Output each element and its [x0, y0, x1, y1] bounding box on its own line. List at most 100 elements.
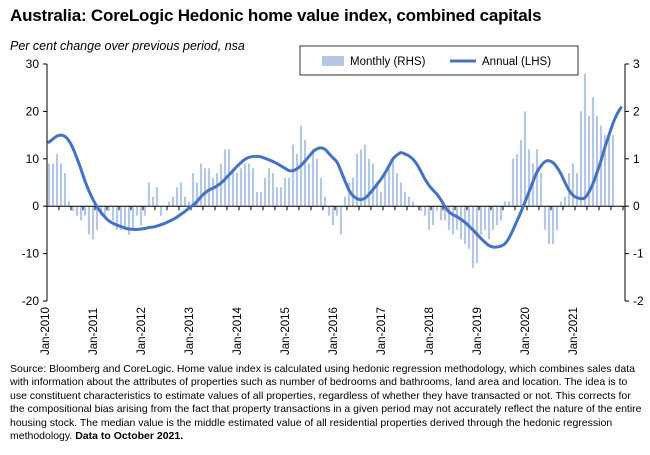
- bar-monthly: [95, 206, 99, 230]
- bar-monthly: [555, 206, 559, 230]
- x-tick-label: Jan-2010: [40, 307, 52, 355]
- bar-monthly: [503, 201, 507, 207]
- bar-monthly: [511, 158, 515, 207]
- legend-box: [299, 45, 579, 76]
- bar-monthly: [315, 158, 319, 207]
- bar-monthly: [47, 163, 51, 207]
- bar-monthly: [527, 149, 531, 207]
- bar-monthly: [443, 206, 447, 221]
- bar-monthly: [307, 163, 311, 207]
- bar-monthly: [247, 163, 251, 207]
- source-text: Source: Bloomberg and CoreLogic. Home va…: [10, 363, 642, 443]
- legend-swatch-monthly: [322, 56, 344, 66]
- bar-monthly: [539, 173, 543, 207]
- bar-monthly: [103, 206, 107, 216]
- x-tick-label: Jan-2012: [136, 307, 148, 355]
- bar-monthly: [91, 206, 95, 240]
- data-date-note: Data to October 2021.: [75, 430, 184, 443]
- bar-monthly: [399, 182, 403, 207]
- bar-monthly: [291, 144, 295, 207]
- bar-monthly: [563, 196, 567, 207]
- x-tick-label: Jan-2011: [88, 308, 100, 355]
- bar-monthly: [283, 177, 287, 207]
- bar-monthly: [487, 206, 491, 240]
- bar-monthly: [147, 182, 151, 207]
- bar-monthly: [407, 196, 411, 207]
- bar-monthly: [155, 187, 159, 207]
- bar-monthly: [403, 191, 407, 207]
- left-tick-label: 30: [26, 57, 40, 71]
- bar-monthly: [579, 111, 583, 207]
- bar-monthly: [343, 196, 347, 207]
- right-tick-label: 3: [633, 57, 640, 71]
- bar-monthly: [67, 201, 71, 207]
- bar-monthly: [259, 191, 263, 207]
- x-tick-label: Jan-2021: [568, 307, 580, 355]
- bar-monthly: [179, 182, 183, 207]
- bar-monthly: [127, 206, 131, 235]
- bar-monthly: [143, 206, 147, 216]
- left-tick-label: 0: [32, 199, 39, 213]
- bar-monthly: [251, 168, 255, 207]
- bar-monthly: [611, 135, 615, 207]
- bar-monthly: [495, 206, 499, 226]
- bar-monthly: [379, 191, 383, 207]
- bar-monthly: [271, 173, 275, 207]
- bar-monthly: [499, 206, 503, 221]
- bar-monthly: [519, 139, 523, 207]
- bar-monthly: [419, 206, 423, 211]
- bar-monthly: [79, 206, 83, 221]
- bar-monthly: [119, 206, 123, 230]
- x-tick-label: Jan-2015: [280, 307, 292, 355]
- legend-label-annual: Annual (LHS): [482, 56, 551, 68]
- bar-monthly: [367, 158, 371, 207]
- x-tick-label: Jan-2018: [424, 307, 436, 355]
- bar-monthly: [607, 135, 611, 207]
- bar-monthly: [83, 206, 87, 216]
- right-tick-label: -2: [633, 294, 644, 308]
- bar-monthly: [423, 206, 427, 216]
- bar-monthly: [275, 187, 279, 207]
- bar-monthly: [575, 173, 579, 207]
- right-tick-label: 1: [633, 152, 640, 166]
- bar-monthly: [543, 206, 547, 230]
- bar-monthly: [59, 163, 63, 207]
- bar-monthly: [87, 206, 91, 235]
- bar-monthly: [371, 163, 375, 207]
- bar-monthly: [323, 196, 327, 207]
- bar-monthly: [311, 149, 315, 207]
- bar-monthly: [131, 206, 135, 230]
- x-tick-label: Jan-2019: [472, 307, 484, 355]
- bar-monthly: [551, 206, 555, 245]
- bar-monthly: [515, 154, 519, 207]
- bar-monthly: [411, 201, 415, 207]
- bar-monthly: [339, 206, 343, 235]
- bar-monthly: [207, 168, 211, 207]
- bar-monthly: [435, 206, 439, 211]
- bar-monthly: [459, 206, 463, 240]
- bar-monthly: [255, 191, 259, 207]
- bar-monthly: [167, 201, 171, 207]
- bar-monthly: [451, 206, 455, 235]
- bar-monthly: [431, 206, 435, 226]
- bar-monthly: [215, 173, 219, 207]
- bar-monthly: [335, 206, 339, 216]
- bar-monthly: [383, 173, 387, 207]
- bar-monthly: [279, 187, 283, 207]
- bar-monthly: [187, 201, 191, 207]
- bar-monthly: [439, 206, 443, 221]
- bar-monthly: [483, 206, 487, 230]
- bar-monthly: [583, 73, 587, 207]
- bar-monthly: [547, 206, 551, 245]
- bar-monthly: [51, 163, 55, 207]
- bar-monthly: [391, 158, 395, 207]
- bar-monthly: [107, 206, 111, 211]
- chart-title: Australia: CoreLogic Hedonic home value …: [10, 6, 542, 25]
- bar-monthly: [327, 206, 331, 216]
- left-tick-label: 20: [26, 104, 40, 118]
- bar-monthly: [159, 206, 163, 216]
- bar-monthly: [183, 196, 187, 207]
- bar-monthly: [491, 206, 495, 230]
